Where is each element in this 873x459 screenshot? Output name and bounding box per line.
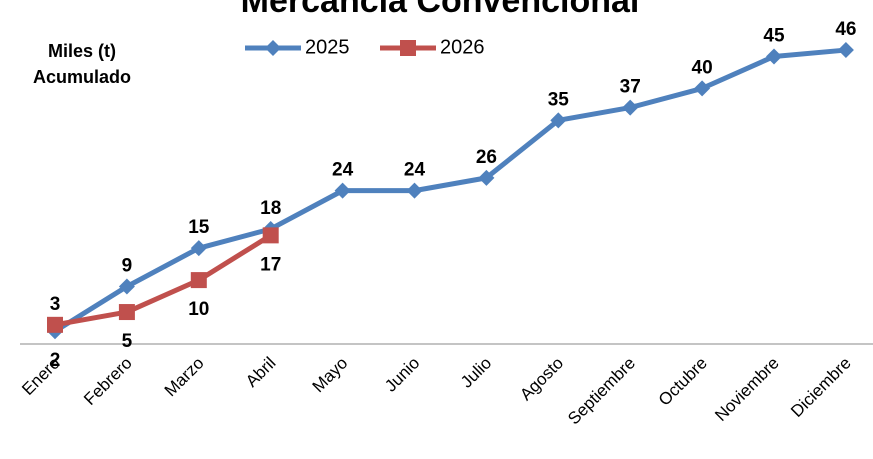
data-label: 9 (122, 256, 133, 277)
data-label: 10 (188, 299, 209, 320)
x-tick-label: Octubre (655, 353, 711, 409)
data-label: 15 (188, 217, 210, 238)
data-label: 40 (692, 57, 713, 78)
data-label: 3 (50, 294, 61, 315)
x-tick-label: Noviembre (711, 353, 783, 425)
data-point (118, 304, 135, 321)
data-label: 5 (122, 331, 133, 352)
data-label: 2 (50, 350, 61, 371)
y-axis-label: Miles (t) (48, 41, 116, 61)
legend-label: 2025 (305, 36, 350, 58)
series-line (53, 47, 847, 334)
x-tick-label: Septiembre (564, 353, 639, 428)
x-tick-label: Diciembre (787, 353, 855, 421)
x-tick-label: Agosto (516, 353, 567, 404)
data-label: 24 (404, 160, 426, 181)
legend-marker (265, 40, 281, 56)
data-label: 37 (620, 77, 641, 98)
data-label: 35 (548, 89, 570, 110)
data-point (47, 316, 63, 333)
x-tick-label: Junio (381, 353, 423, 395)
data-point (478, 169, 495, 186)
data-point (622, 99, 639, 116)
series-line (54, 233, 273, 328)
data-label: 18 (260, 198, 281, 219)
data-point (262, 227, 279, 244)
data-point (334, 182, 351, 199)
x-tick-label: Mayo (309, 353, 352, 396)
x-tick-label: Abril (242, 353, 279, 390)
chart-title: Mercancía Convencional (241, 0, 640, 20)
data-point (406, 182, 423, 199)
data-point (550, 112, 567, 129)
data-point (837, 42, 854, 59)
data-point (694, 80, 711, 97)
data-label: 24 (332, 160, 354, 181)
data-label: 46 (835, 19, 856, 40)
x-tick-label: Marzo (161, 353, 208, 400)
y-axis-label: Acumulado (33, 67, 131, 87)
x-tick-label: Febrero (80, 353, 136, 409)
legend-marker (400, 40, 416, 56)
x-tick-label: Julio (457, 353, 495, 391)
data-label: 45 (763, 25, 785, 46)
data-label: 17 (260, 254, 281, 275)
data-point (118, 278, 135, 295)
data-label: 26 (476, 147, 497, 168)
data-point (190, 272, 207, 289)
legend-label: 2026 (440, 36, 485, 58)
data-point (190, 240, 207, 257)
data-point (766, 48, 782, 65)
